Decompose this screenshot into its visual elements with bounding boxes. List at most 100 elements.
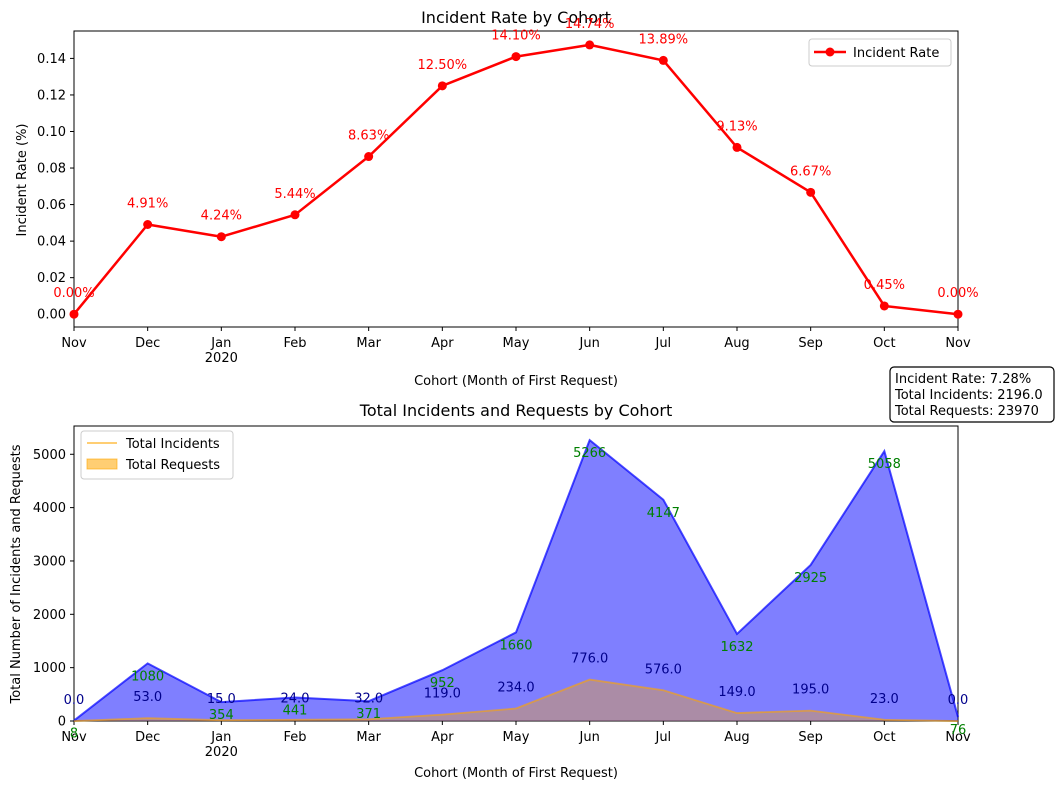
summary-box: Incident Rate: 7.28% Total Incidents: 21… — [889, 366, 1055, 423]
x-tick-label: Oct — [873, 730, 895, 745]
summary-line-requests: Total Requests: 23970 — [894, 404, 1039, 419]
legend-marker-swatch — [825, 47, 835, 57]
area-line-total-requests — [73, 438, 959, 722]
y-tick-label: 0.04 — [37, 235, 66, 250]
x-tick-label: Aug — [724, 730, 749, 745]
x-tick-label: Dec — [135, 336, 160, 351]
data-label-incidents: 149.0 — [718, 685, 755, 700]
data-point — [216, 232, 226, 242]
data-label: 0.00% — [937, 286, 978, 301]
data-label: 4.24% — [201, 209, 242, 224]
data-label-incidents: 776.0 — [571, 652, 608, 667]
x-axis-label: Cohort (Month of First Request) — [414, 374, 618, 389]
x-tick-label: Apr — [431, 730, 454, 745]
y-tick-label: 0.12 — [37, 88, 66, 103]
chart-title: Incident Rate by Cohort — [421, 8, 611, 27]
x-tick-label: Apr — [431, 336, 454, 351]
data-label: 14.10% — [491, 29, 541, 44]
y-tick-label: 4000 — [33, 501, 66, 516]
data-label-requests: 5058 — [868, 457, 901, 472]
data-label-incidents: 234.0 — [497, 681, 534, 696]
x-tick-label: May — [503, 336, 530, 351]
series-incident-rate — [69, 40, 963, 319]
summary-line-rate: Incident Rate: 7.28% — [895, 372, 1031, 387]
data-label-requests: 1080 — [131, 669, 164, 684]
data-label: 12.50% — [418, 58, 468, 73]
x-tick-label: Jan — [210, 730, 231, 745]
area-fill-total-incidents — [74, 679, 958, 721]
data-labels: 8 1080 354 441 371 952 1660 5266 4147 1632 2925 505… — [64, 446, 969, 741]
y-tick-label: 0.10 — [37, 125, 66, 140]
summary-line-incidents: Total Incidents: 2196.0 — [894, 388, 1043, 403]
legend-swatch-requests — [86, 458, 118, 470]
x-tick-label: Sep — [798, 336, 823, 351]
x-axis-label: Cohort (Month of First Request) — [414, 766, 618, 781]
data-label-requests: 1632 — [720, 640, 753, 655]
x-tick-label: Feb — [283, 730, 306, 745]
series-line-incident-rate — [73, 43, 959, 316]
data-label: 0.45% — [864, 278, 905, 293]
data-label: 5.44% — [274, 187, 315, 202]
chart-incidents-requests: Total Incidents and Requests by Cohort N… — [9, 366, 1055, 781]
data-label: 13.89% — [639, 32, 689, 47]
legend: Total Incidents Total Requests — [80, 430, 234, 480]
y-tick-label: 2000 — [33, 608, 66, 623]
x-tick-label: May — [503, 730, 530, 745]
x-tick-year-label: 2020 — [205, 745, 238, 760]
y-axis-label: Incident Rate (%) — [15, 124, 30, 237]
data-label: 4.91% — [127, 196, 168, 211]
x-tick-label: Nov — [945, 336, 971, 351]
data-point — [437, 81, 447, 91]
data-label-incidents: 15.0 — [207, 692, 236, 707]
x-tick-label: Nov — [945, 730, 971, 745]
x-tick-label: Jun — [579, 730, 600, 745]
x-tick-label: Mar — [356, 730, 381, 745]
y-tick-label: 3000 — [33, 554, 66, 569]
data-label-requests: 371 — [356, 707, 381, 722]
y-tick-label: 0 — [58, 715, 66, 730]
data-point — [953, 309, 963, 319]
x-tick-label: Oct — [873, 336, 895, 351]
data-label-incidents: 24.0 — [281, 692, 310, 707]
data-label-requests: 2925 — [794, 571, 827, 586]
data-label-requests: 76 — [950, 723, 967, 738]
data-label: 9.13% — [716, 119, 757, 134]
legend-label-requests: Total Requests — [125, 458, 220, 473]
data-label-incidents: 53.0 — [133, 690, 162, 705]
data-point — [143, 219, 153, 229]
data-point — [290, 210, 300, 220]
data-label-requests: 1660 — [499, 638, 532, 653]
legend: Incident Rate — [808, 38, 952, 67]
data-label-incidents: 119.0 — [424, 687, 461, 702]
x-tick-label: Dec — [135, 730, 160, 745]
legend-box — [808, 38, 952, 67]
x-tick-label: Jul — [654, 730, 671, 745]
y-tick-label: 0.00 — [37, 308, 66, 323]
data-point — [879, 301, 889, 311]
y-tick-label: 0.06 — [37, 198, 66, 213]
x-tick-label: Nov — [61, 336, 87, 351]
data-label: 14.74% — [565, 17, 615, 32]
data-point — [364, 152, 374, 162]
x-tick-label: Mar — [356, 336, 381, 351]
data-point — [585, 40, 595, 50]
data-label-incidents: 23.0 — [870, 692, 899, 707]
y-tick-label: 0.02 — [37, 271, 66, 286]
data-label: 8.63% — [348, 129, 389, 144]
x-tick-label: Nov — [61, 730, 87, 745]
data-label-requests: 354 — [209, 708, 234, 723]
y-tick-label: 5000 — [33, 448, 66, 463]
y-tick-label: 1000 — [33, 661, 66, 676]
data-label-requests: 8 — [70, 727, 78, 742]
legend-box — [80, 430, 234, 480]
y-axis-label: Total Number of Incidents and Requests — [9, 444, 24, 704]
data-labels: 0.00% 4.91% 4.24% 5.44% 8.63% 12.50% 14.10% 14.… — [53, 17, 978, 301]
data-point — [732, 142, 742, 152]
x-tick-label: Sep — [798, 730, 823, 745]
y-tick-label: 0.08 — [37, 162, 66, 177]
x-tick-label: Aug — [724, 336, 749, 351]
data-label-incidents: 0.0 — [948, 693, 969, 708]
legend-label-incident-rate: Incident Rate — [853, 46, 939, 61]
